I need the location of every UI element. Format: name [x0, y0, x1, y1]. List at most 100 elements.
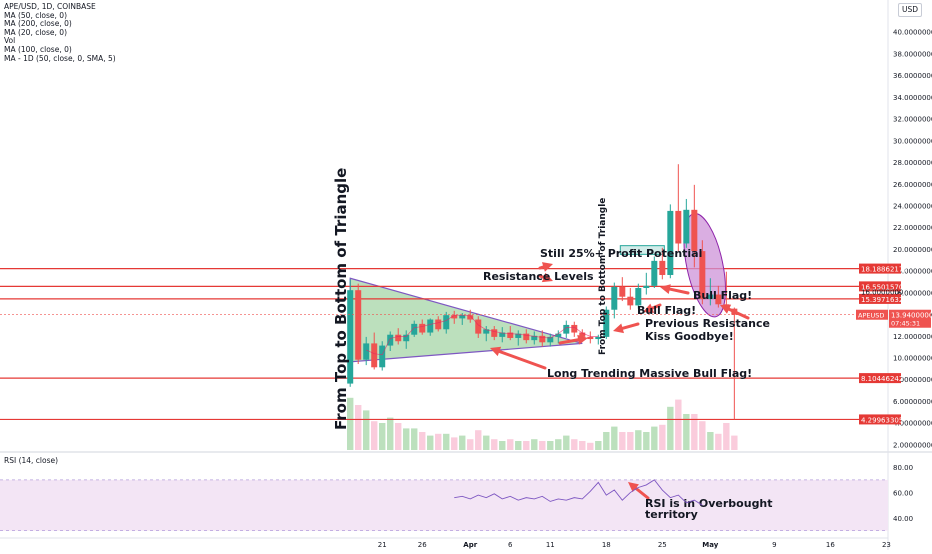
- candle-body: [379, 345, 386, 368]
- candle-body: [699, 251, 706, 299]
- price-tick-label: 22.00000000: [893, 224, 932, 232]
- legend-line[interactable]: MA (200, close, 0): [4, 19, 72, 29]
- volume-bar: [499, 441, 506, 450]
- candle-body: [371, 343, 378, 368]
- volume-bar: [387, 417, 394, 450]
- annotation-previous-resistance: Previous Resistance: [645, 317, 770, 330]
- arrow-previous-resistance-shaft: [558, 338, 580, 345]
- time-tick-label: Apr: [463, 541, 477, 549]
- price-tick-label: 4.00000000: [893, 420, 932, 428]
- arrow-kiss-goodbye-head: [720, 304, 732, 314]
- candle-body: [499, 332, 506, 337]
- time-tick-label: May: [702, 541, 718, 549]
- price-tick-label: 8.00000000: [893, 376, 932, 384]
- volume-bar: [419, 432, 426, 450]
- candle-body: [475, 319, 482, 334]
- volume-bar: [355, 405, 362, 450]
- candle-body: [523, 333, 530, 341]
- candle-body: [507, 332, 514, 338]
- volume-bar: [363, 410, 370, 450]
- candle-body: [627, 296, 634, 306]
- annotation-profit-potential: Still 25%+ Profit Potential: [540, 247, 702, 260]
- current-symbol-tag: [856, 309, 888, 320]
- legend-line[interactable]: Vol: [4, 36, 16, 46]
- arrow-prev-resistance-2-head: [643, 303, 655, 313]
- volume-bar: [459, 435, 466, 450]
- rsi-legend[interactable]: RSI (14, close): [4, 456, 59, 465]
- candle-body: [387, 334, 394, 346]
- annotation-top-to-bottom-large: From Top to Bottom of Triangle: [332, 168, 350, 430]
- volume-bar: [635, 430, 642, 450]
- price-level-tag-text: 18.18862177: [861, 266, 908, 274]
- price-level-tag: [859, 281, 901, 292]
- volume-bar: [515, 441, 522, 450]
- target-box: [619, 245, 665, 255]
- candle-body: [451, 315, 458, 319]
- price-level-tag: [859, 263, 901, 274]
- arrow-resistance-down-shaft: [538, 274, 546, 279]
- price-tick-label: 38.00000000: [893, 50, 932, 58]
- volume-bar: [547, 441, 554, 450]
- price-tick-label: 40.00000000: [893, 29, 932, 37]
- legend-line[interactable]: MA - 1D (50, close, 0, SMA, 5): [4, 53, 116, 63]
- volume-bar: [627, 432, 634, 450]
- rsi-band: [0, 479, 888, 531]
- volume-bar: [619, 432, 626, 450]
- arrow-previous-resistance-head: [577, 334, 588, 345]
- time-tick-label: 6: [508, 541, 513, 549]
- rsi-tick-label: 40.00: [893, 515, 913, 523]
- candle-body: [419, 323, 426, 333]
- volume-bar: [675, 399, 682, 450]
- candle-body: [611, 286, 618, 310]
- arrow-bull-flag-head: [613, 323, 624, 334]
- price-tick-label: 6.00000000: [893, 398, 932, 406]
- price-tick-label: 24.00000000: [893, 202, 932, 210]
- volume-bar: [667, 406, 674, 450]
- price-tick-label: 2.00000000: [893, 441, 932, 449]
- volume-bar: [643, 432, 650, 450]
- candle-body: [587, 336, 594, 340]
- time-tick-label: 21: [378, 541, 387, 549]
- price-level-tag: [859, 414, 901, 425]
- annotation-kiss-goodbye: Kiss Goodbye!: [645, 330, 734, 343]
- volume-bar: [523, 441, 530, 450]
- candle-body: [579, 332, 586, 337]
- countdown-text: 07:45:31: [891, 320, 920, 328]
- candle-body: [659, 260, 666, 275]
- legend-line[interactable]: MA (100, close, 0): [4, 44, 72, 54]
- currency-button[interactable]: USD: [898, 3, 922, 17]
- volume-bar: [731, 435, 738, 450]
- annotation-bull-flag-2: Bull Flag!: [693, 289, 752, 302]
- candle-body: [603, 309, 610, 337]
- arrow-rsi-head: [628, 482, 639, 493]
- price-tick-label: 36.00000000: [893, 72, 932, 80]
- price-tick-label: 20.00000000: [893, 246, 932, 254]
- symbol-title[interactable]: APE/USD, 1D, COINBASE: [4, 2, 96, 11]
- legend-line[interactable]: MA (20, close, 0): [4, 27, 68, 37]
- candle-body: [427, 319, 434, 333]
- volume-bar: [531, 439, 538, 450]
- price-tick-label: 18.00000000: [893, 268, 932, 276]
- price-tick-label: 10.00000000: [893, 355, 932, 363]
- arrow-bull-flag-shaft: [621, 322, 640, 330]
- volume-bar: [595, 441, 602, 450]
- volume-bar: [451, 437, 458, 450]
- candle-body: [715, 294, 722, 305]
- candle-body: [347, 290, 354, 384]
- time-tick-label: 11: [546, 541, 555, 549]
- volume-bar: [579, 441, 586, 450]
- candle-body: [619, 286, 626, 297]
- candle-body: [547, 336, 554, 343]
- volume-bar: [659, 424, 666, 450]
- price-tick-label: 32.00000000: [893, 116, 932, 124]
- candle-body: [467, 315, 474, 320]
- candle-body: [355, 290, 362, 360]
- legend-line[interactable]: MA (50, close, 0): [4, 10, 68, 20]
- price-tick-label: 34.00000000: [893, 94, 932, 102]
- partial-price-label: 16.0000000: [861, 288, 903, 296]
- candle-body: [571, 324, 578, 333]
- price-level-tag: [859, 293, 901, 304]
- rsi-line: [454, 479, 703, 506]
